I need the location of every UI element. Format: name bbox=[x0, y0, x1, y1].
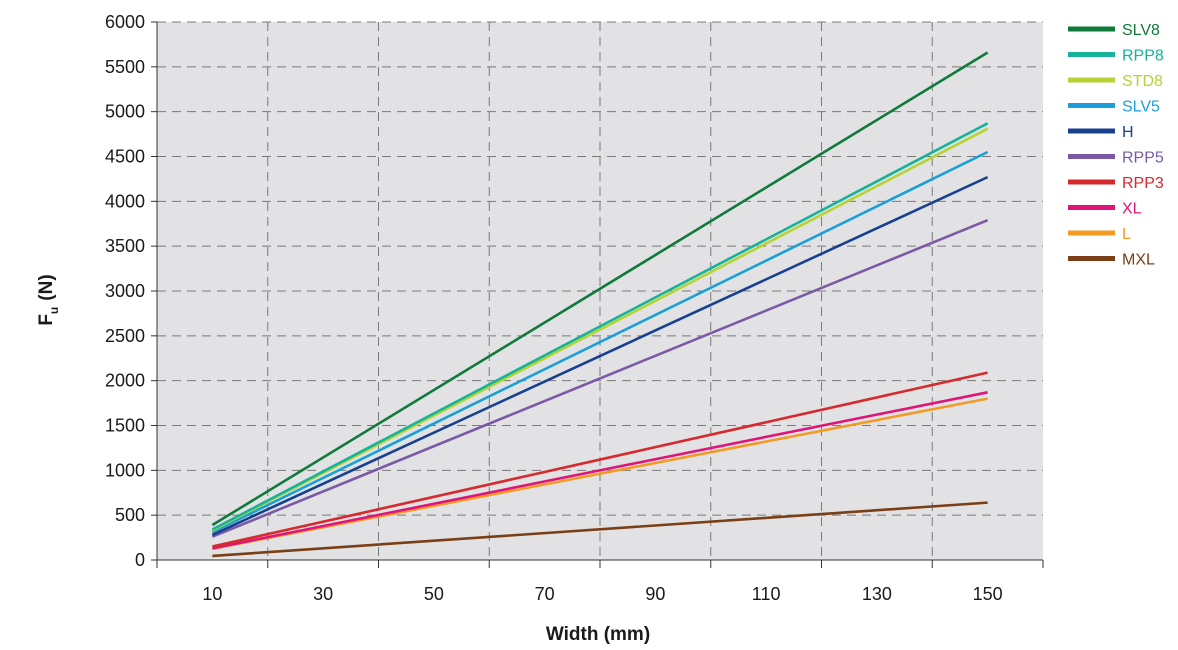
legend-label: SLV8 bbox=[1122, 22, 1160, 39]
y-tick-label: 2000 bbox=[105, 371, 145, 391]
y-tick-label: 2500 bbox=[105, 326, 145, 346]
y-tick-label: 4500 bbox=[105, 147, 145, 167]
x-tick-label: 150 bbox=[973, 584, 1003, 604]
legend-item-mxl: MXL bbox=[1068, 252, 1155, 269]
legend-label: RPP3 bbox=[1122, 175, 1164, 192]
legend-label: MXL bbox=[1122, 252, 1155, 269]
series-line-slv8 bbox=[211, 51, 989, 527]
legend-label: RPP8 bbox=[1122, 48, 1164, 65]
series-line-rpp3 bbox=[212, 371, 988, 548]
y-tick-label: 5500 bbox=[105, 57, 145, 77]
x-axis-title: Width (mm) bbox=[546, 624, 650, 645]
x-tick-label: 90 bbox=[645, 584, 665, 604]
legend-item-rpp8: RPP8 bbox=[1068, 48, 1164, 65]
y-tick-label: 1000 bbox=[105, 460, 145, 480]
y-tick-label: 6000 bbox=[105, 12, 145, 32]
y-axis-title: Fu (N) bbox=[36, 274, 61, 325]
series-line-rpp8 bbox=[211, 122, 989, 531]
legend-label: RPP5 bbox=[1122, 150, 1164, 167]
legend-label: STD8 bbox=[1122, 73, 1163, 90]
y-axis-title-subscript: u bbox=[47, 307, 61, 314]
y-axis-title-unit: (N) bbox=[36, 274, 57, 300]
y-tick-label: 1500 bbox=[105, 416, 145, 436]
y-tick-label: 4000 bbox=[105, 191, 145, 211]
legend-item-rpp3: RPP3 bbox=[1068, 175, 1164, 192]
x-tick-label: 10 bbox=[202, 584, 222, 604]
y-tick-label: 3500 bbox=[105, 236, 145, 256]
series-line-l bbox=[212, 397, 988, 551]
legend-label: H bbox=[1122, 124, 1134, 141]
series-line-h bbox=[211, 175, 989, 537]
x-tick-label: 70 bbox=[535, 584, 555, 604]
legend-label: SLV5 bbox=[1122, 99, 1160, 116]
legend-item-std8: STD8 bbox=[1068, 73, 1163, 90]
series-line-mxl bbox=[212, 501, 988, 558]
y-tick-label: 500 bbox=[115, 505, 145, 525]
series-line-rpp5 bbox=[211, 218, 989, 538]
legend-item-slv8: SLV8 bbox=[1068, 22, 1160, 39]
legend-item-rpp5: RPP5 bbox=[1068, 150, 1164, 167]
legend-item-xl: XL bbox=[1068, 201, 1142, 218]
x-tick-label: 30 bbox=[313, 584, 333, 604]
series-lines bbox=[211, 51, 989, 558]
y-axis-title-main: F bbox=[36, 314, 57, 326]
axes: 0 500 1000 1500 2000 2500 3000 3500 4000 4500 5000… bbox=[105, 12, 1044, 604]
series-line-std8 bbox=[211, 127, 989, 532]
x-tick-label: 130 bbox=[862, 584, 892, 604]
x-tick-label: 50 bbox=[424, 584, 444, 604]
legend-label: L bbox=[1122, 226, 1131, 243]
svg-text:Fu(N): Fu (N) bbox=[36, 274, 61, 325]
x-tick-label: 110 bbox=[752, 584, 781, 604]
legend-item-l: L bbox=[1068, 226, 1131, 243]
y-tick-label: 5000 bbox=[105, 102, 145, 122]
legend-item-slv5: SLV5 bbox=[1068, 99, 1160, 116]
series-line-slv5 bbox=[211, 150, 989, 534]
series-line-xl bbox=[212, 391, 988, 550]
y-tick-label: 0 bbox=[135, 550, 145, 570]
legend-item-h: H bbox=[1068, 124, 1134, 141]
grid bbox=[157, 21, 1043, 560]
y-tick-label: 3000 bbox=[105, 281, 145, 301]
legend-label: XL bbox=[1122, 201, 1142, 218]
legend: SLV8 RPP8 STD8 SLV5 H RPP5 RPP3 XL L MXL bbox=[1068, 22, 1164, 269]
